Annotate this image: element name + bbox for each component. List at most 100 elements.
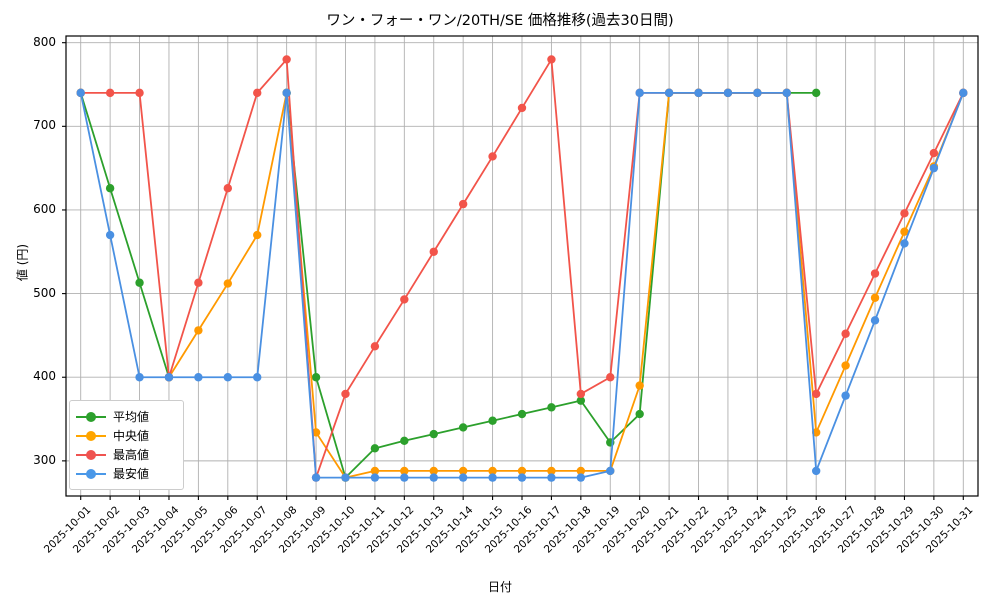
data-point	[400, 295, 409, 304]
y-tick-label: 300	[33, 452, 56, 467]
data-point	[488, 152, 497, 161]
data-point	[458, 199, 468, 209]
data-point	[311, 373, 321, 382]
data-point	[811, 389, 821, 399]
chart-legend: 平均値中央値最高値最安値	[69, 400, 184, 490]
data-point	[311, 473, 321, 482]
legend-marker-icon	[76, 411, 106, 423]
data-point	[370, 342, 380, 351]
data-point	[105, 230, 115, 240]
data-point	[429, 429, 438, 439]
data-point	[488, 416, 497, 425]
data-point	[900, 209, 909, 218]
data-point	[635, 88, 644, 98]
legend-label: 最安値	[113, 466, 150, 481]
x-axis-label: 日付	[487, 580, 512, 594]
data-point	[900, 239, 909, 248]
data-point	[517, 466, 527, 476]
data-point	[458, 473, 468, 482]
data-point	[870, 269, 880, 278]
data-point	[400, 436, 409, 445]
data-point	[811, 466, 821, 476]
legend-marker-icon	[76, 468, 106, 480]
series-line	[79, 91, 170, 379]
data-point	[517, 473, 527, 482]
data-point	[841, 361, 850, 370]
legend-item[interactable]: 平均値	[76, 407, 175, 426]
legend-item[interactable]: 最高値	[76, 445, 175, 464]
data-point	[458, 423, 468, 432]
data-point	[194, 326, 203, 335]
data-point	[753, 88, 762, 98]
data-point	[635, 381, 644, 390]
legend-item[interactable]: 中央値	[76, 426, 175, 445]
y-tick-label: 600	[33, 201, 56, 216]
data-point	[223, 373, 233, 382]
data-point	[135, 88, 144, 98]
data-point	[841, 391, 850, 400]
data-point	[811, 88, 821, 98]
y-tick-label: 500	[33, 285, 56, 300]
data-point	[547, 473, 556, 482]
data-point	[576, 466, 586, 476]
data-point	[929, 163, 939, 173]
data-point	[959, 88, 968, 98]
data-point	[370, 444, 380, 453]
data-point	[576, 473, 586, 482]
data-point	[400, 466, 409, 476]
data-point	[576, 389, 586, 399]
tick-marks	[62, 42, 964, 500]
legend-marker-icon	[76, 430, 106, 442]
data-point	[870, 316, 880, 325]
data-point	[164, 373, 174, 382]
legend-marker-icon	[76, 449, 106, 461]
data-point	[517, 103, 527, 113]
data-point	[194, 278, 203, 287]
data-point	[400, 473, 409, 482]
data-point	[870, 293, 880, 302]
data-point	[223, 184, 233, 193]
data-point	[429, 466, 438, 476]
data-point	[635, 409, 644, 419]
data-point	[576, 396, 586, 405]
data-point	[135, 373, 144, 382]
legend-label: 平均値	[113, 409, 150, 424]
data-point	[76, 88, 85, 98]
data-point	[606, 373, 615, 382]
legend-label: 最高値	[113, 447, 150, 462]
data-point	[370, 466, 380, 476]
data-series	[76, 55, 968, 482]
data-point	[429, 247, 438, 256]
data-point	[488, 466, 497, 476]
data-point	[253, 373, 262, 382]
data-point	[105, 184, 115, 193]
series-line	[168, 91, 965, 479]
data-point	[135, 278, 144, 287]
data-point	[547, 466, 556, 476]
data-point	[223, 279, 233, 288]
data-point	[370, 473, 380, 482]
data-point	[606, 466, 615, 476]
data-point	[253, 230, 262, 240]
y-tick-label: 700	[33, 118, 56, 133]
data-point	[900, 227, 909, 236]
data-point	[547, 55, 556, 64]
data-point	[723, 88, 733, 98]
data-point	[429, 473, 438, 482]
y-tick-label: 400	[33, 369, 56, 384]
data-point	[517, 409, 527, 419]
legend-label: 中央値	[113, 428, 150, 443]
data-point	[488, 473, 497, 482]
chart-title: ワン・フォー・ワン/20TH/SE 価格推移(過去30日間)	[326, 13, 674, 29]
y-tick-label: 800	[33, 34, 56, 49]
data-point	[105, 88, 115, 98]
data-point	[282, 88, 291, 98]
data-point	[311, 428, 321, 437]
legend-item[interactable]: 最安値	[76, 464, 175, 483]
data-point	[694, 88, 703, 98]
data-point	[341, 473, 350, 482]
data-point	[664, 88, 674, 98]
data-point	[253, 88, 262, 98]
data-point	[194, 373, 203, 382]
